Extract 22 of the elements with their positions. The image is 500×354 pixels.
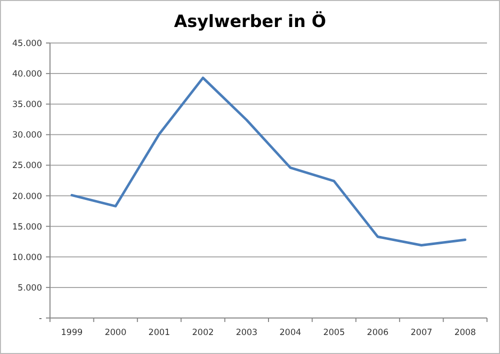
x-tick-label: 2000	[104, 328, 126, 338]
x-tick-label: 1999	[61, 328, 83, 338]
chart-title: Asylwerber in Ö	[174, 11, 326, 32]
line-series	[70, 76, 466, 247]
y-tick-label: -	[38, 314, 42, 324]
y-tick-label: 30.000	[12, 130, 42, 141]
y-tick-label: 35.000	[12, 100, 42, 110]
y-tick-label: 10.000	[12, 252, 42, 263]
x-tick-label: 2001	[148, 328, 170, 338]
x-tick-label: 2005	[323, 328, 345, 338]
y-tick-label: 25.000	[12, 161, 42, 172]
x-tick-label: 2007	[410, 328, 432, 338]
x-tick-label: 2004	[280, 328, 302, 338]
x-tick-label: 2003	[236, 328, 258, 338]
y-tick-label: 45.000	[12, 38, 42, 49]
y-tick-label: 5.000	[18, 283, 42, 294]
x-tick-label: 2006	[366, 328, 389, 338]
x-tick-label: 2008	[454, 328, 476, 338]
x-tick-label: 2002	[192, 328, 214, 338]
y-tick-label: 15.000	[12, 222, 42, 232]
y-tick-label: 20.000	[12, 192, 42, 202]
y-tick-label: 40.000	[12, 70, 42, 80]
